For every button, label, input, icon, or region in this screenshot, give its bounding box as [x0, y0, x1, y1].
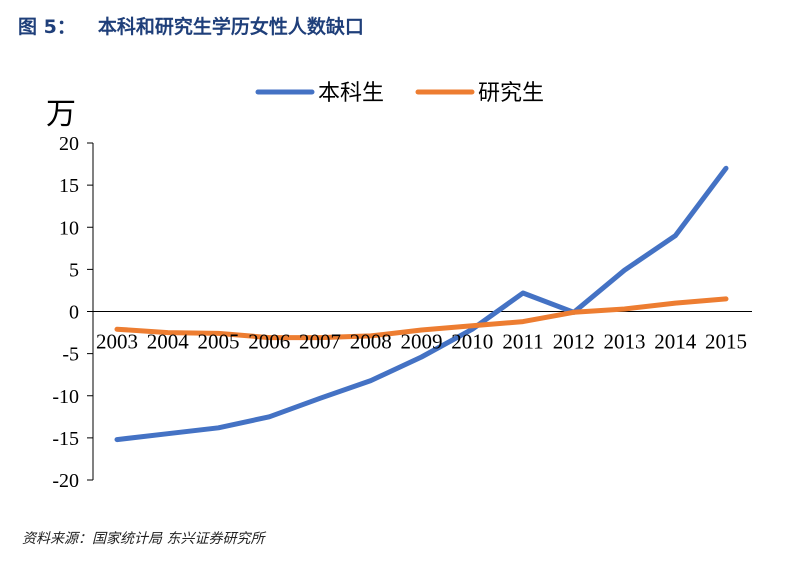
chart-legend: 本科生 研究生 — [255, 81, 544, 106]
y-tick-label: 10 — [59, 217, 79, 239]
y-tick-label: -15 — [52, 428, 79, 450]
y-tick-label: 5 — [69, 259, 79, 281]
x-tick-label: 2015 — [705, 330, 747, 354]
x-tick-label: 2008 — [350, 330, 392, 354]
y-unit-label: 万 — [46, 97, 76, 132]
x-tick-label: 2012 — [553, 330, 595, 354]
chart-series — [114, 165, 729, 443]
x-tick-label: 2004 — [147, 330, 190, 354]
x-tick-label: 2009 — [401, 330, 443, 354]
x-tick-label: 2014 — [654, 330, 697, 354]
figure-title-text: 本科和研究生学历女性人数缺口 — [97, 16, 364, 38]
y-tick-label: 0 — [69, 302, 79, 324]
series-line-1 — [114, 165, 729, 443]
x-tick-label: 2011 — [502, 330, 543, 354]
x-tick-label: 2005 — [198, 330, 240, 354]
x-tick-labels: 2003 2004 2005 2006 2007 2008 2009 2010 2011 2012… — [96, 330, 747, 354]
x-tick-label: 2010 — [451, 330, 493, 354]
y-tick-label: -5 — [62, 344, 79, 366]
x-tick-label: 2013 — [604, 330, 646, 354]
figure-number: 图 5： — [18, 16, 76, 38]
x-tick-label: 2006 — [248, 330, 290, 354]
y-tick-label: 15 — [59, 175, 79, 197]
y-tick-label: 20 — [59, 133, 79, 155]
x-tick-label: 2003 — [96, 330, 138, 354]
x-tick-label: 2007 — [299, 330, 341, 354]
legend-label: 本科生 — [318, 81, 384, 106]
figure-title: 图 5： 本科和研究生学历女性人数缺口 — [18, 12, 364, 39]
y-tick-label: -10 — [52, 386, 79, 408]
legend-label: 研究生 — [478, 81, 544, 106]
source-note: 资料来源：国家统计局 东兴证券研究所 — [22, 531, 265, 547]
y-tick-label: -20 — [52, 470, 79, 492]
